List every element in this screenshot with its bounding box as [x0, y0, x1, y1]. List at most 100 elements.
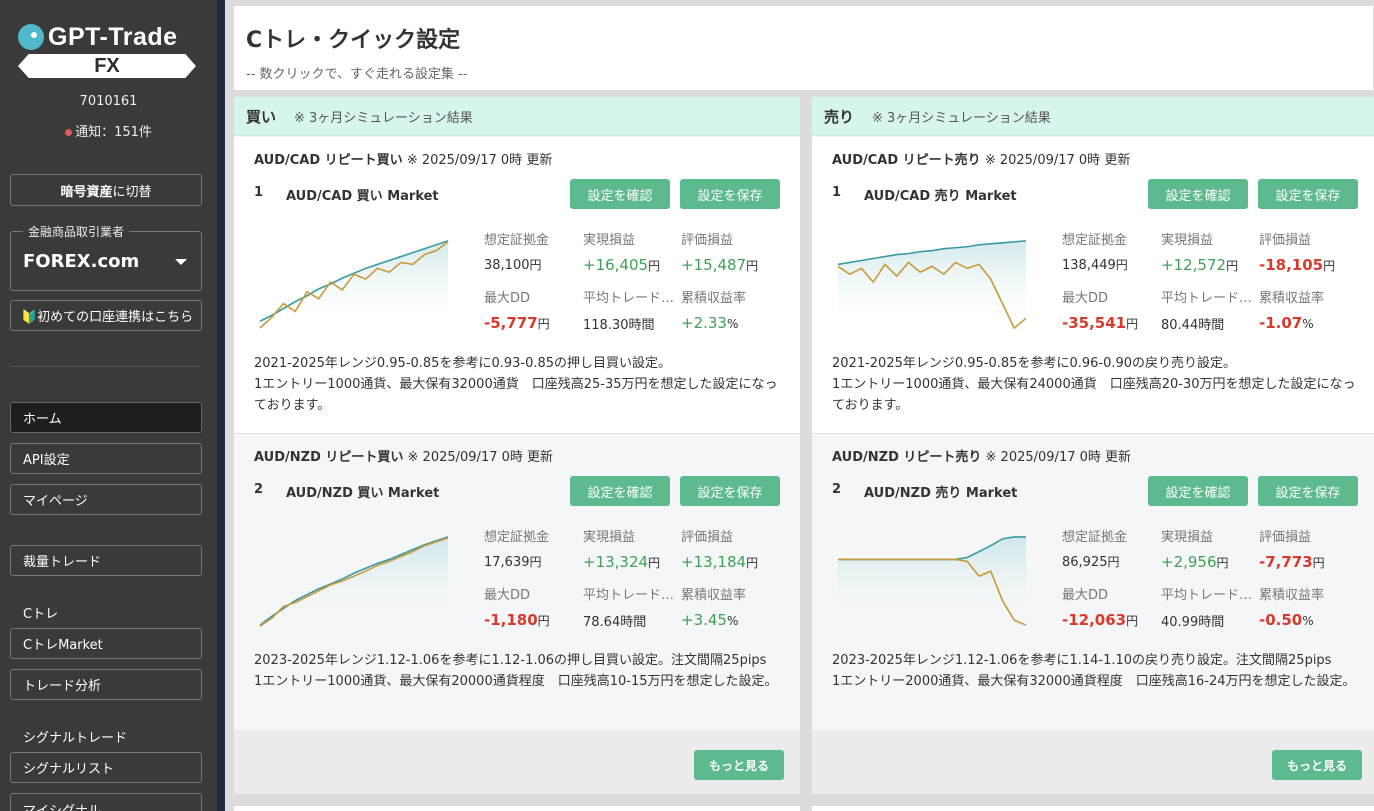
save-settings-button[interactable]: 設定を保存 — [1258, 476, 1358, 506]
stat-cum-label: 累積収益率 — [681, 291, 747, 306]
stat-cum-number: +3.45 — [681, 611, 727, 629]
sidebar-item-api-settings[interactable]: API設定 — [10, 443, 202, 474]
sidebar-item-my-signal[interactable]: マイシグナル — [10, 793, 202, 811]
stat-cum-unit: % — [726, 614, 739, 628]
stat-dd-number: -35,541 — [1062, 314, 1127, 332]
sidebar-divider — [10, 366, 200, 367]
more-button[interactable]: もっと見る — [694, 750, 784, 780]
equity-chart — [837, 240, 1027, 333]
sidebar-item-signal-list[interactable]: シグナルリスト — [10, 752, 202, 783]
stat-unrealized-unit: 円 — [746, 556, 759, 570]
stat-unrealized-label: 評価損益 — [1259, 233, 1312, 248]
updated-time: ※ 2025/09/17 0時 更新 — [406, 153, 553, 168]
stat-unrealized-value: -18,105円 — [1259, 256, 1353, 274]
column-note: ※ 3ヶ月シミュレーション結果 — [294, 110, 473, 126]
check-settings-button[interactable]: 設定を確認 — [570, 476, 670, 506]
stat-unrealized-value: +15,487円 — [681, 256, 775, 274]
stat-margin-number: 38,100 — [484, 258, 530, 273]
card-number: 2 — [832, 482, 842, 497]
sidebar-item-mypage[interactable]: マイページ — [10, 484, 202, 515]
equity-line-gold — [259, 241, 449, 329]
sidebar-heading-signal: シグナルトレード — [23, 731, 128, 746]
logo[interactable]: GPT-Trade FX — [18, 22, 196, 80]
stat-avg-value: 40.99時間 — [1161, 615, 1225, 630]
sidebar-item-ctre-market[interactable]: CトレMarket — [10, 628, 202, 659]
stat-avg-trade-time: 平均トレード時間 78.64時間 — [583, 584, 677, 630]
stat-cum-value: +3.45% — [681, 611, 775, 629]
stat-avg-label: 平均トレード時間 — [583, 588, 677, 603]
stat-dd-unit: 円 — [1126, 317, 1139, 331]
pair-title: AUD/CAD リピート買い — [254, 153, 403, 168]
stat-unrealized: 評価損益 -7,773円 — [1259, 526, 1353, 571]
stat-margin: 想定証拠金 38,100円 — [484, 229, 578, 273]
stat-realized-label: 実現損益 — [583, 233, 636, 248]
stat-realized-value: +2,956円 — [1161, 553, 1255, 571]
stat-max-dd: 最大DD -12,063円 — [1062, 584, 1156, 629]
card-description: 2023-2025年レンジ1.12-1.06を参考に1.14-1.10の戻り売り… — [832, 650, 1362, 692]
save-settings-button[interactable]: 設定を保存 — [680, 179, 780, 209]
stat-margin: 想定証拠金 17,639円 — [484, 526, 578, 570]
equity-area — [838, 536, 1026, 630]
more-area: もっと見る — [234, 730, 800, 794]
equity-chart — [838, 536, 1027, 630]
broker-select[interactable]: 金融商品取引業者 FOREX.com — [10, 223, 202, 291]
stat-realized-unit: 円 — [1226, 259, 1239, 273]
sidebar-item-trade-analysis[interactable]: トレード分析 — [10, 669, 202, 700]
stat-dd-value: -5,777円 — [484, 314, 578, 332]
notification-text: 通知：151件 — [75, 125, 152, 140]
card-name: AUD/CAD 買い Market — [286, 189, 439, 204]
stat-margin-number: 17,639 — [484, 555, 530, 570]
stat-dd-label: 最大DD — [1062, 588, 1109, 603]
pair-title: AUD/NZD リピート買い — [254, 450, 404, 465]
equity-chart — [259, 536, 449, 630]
stat-avg-trade-time: 平均トレード時間 80.44時間 — [1161, 287, 1255, 333]
stat-dd-unit: 円 — [537, 317, 550, 331]
stat-avg-label: 平均トレード時間 — [583, 291, 677, 306]
stat-margin-value: 138,449円 — [1062, 256, 1156, 273]
stat-unrealized-value: +13,184円 — [681, 553, 775, 571]
stat-unrealized-unit: 円 — [1323, 259, 1336, 273]
save-settings-button[interactable]: 設定を保存 — [680, 476, 780, 506]
first-account-link-button[interactable]: 🔰初めての口座連携はこちら — [10, 300, 202, 331]
card-number: 2 — [254, 482, 264, 497]
sidebar-item-discretionary-trade[interactable]: 裁量トレード — [10, 545, 202, 576]
pair-title: AUD/NZD リピート売り — [832, 450, 982, 465]
more-button[interactable]: もっと見る — [1272, 750, 1362, 780]
equity-area — [260, 536, 448, 630]
check-settings-button[interactable]: 設定を確認 — [1148, 179, 1248, 209]
broker-label: 金融商品取引業者 — [23, 223, 130, 240]
logo-ball-icon — [18, 24, 44, 50]
logo-text: GPT-Trade — [48, 22, 178, 51]
switch-crypto-button[interactable]: 暗号資産 に切替 — [10, 174, 202, 206]
check-settings-button[interactable]: 設定を確認 — [1148, 476, 1248, 506]
stat-realized-number: +13,324 — [583, 553, 649, 571]
stat-realized-unit: 円 — [1216, 556, 1229, 570]
next-card-strip — [233, 805, 801, 811]
stat-margin-unit: 円 — [1107, 555, 1120, 569]
card-header: AUD/NZD リピート買い ※ 2025/09/17 0時 更新 — [254, 446, 553, 465]
stat-realized-label: 実現損益 — [583, 530, 636, 545]
stat-dd-number: -12,063 — [1062, 611, 1127, 629]
desc-line-2: 1エントリー1000通貨、最大保有32000通貨 口座残高25-35万円を想定し… — [254, 377, 778, 413]
stat-dd-unit: 円 — [537, 614, 550, 628]
stat-dd-unit: 円 — [1126, 614, 1139, 628]
stat-cum-unit: % — [726, 317, 739, 331]
sidebar-edge — [217, 0, 225, 811]
stat-dd-number: -1,180 — [484, 611, 538, 629]
stat-unrealized-label: 評価損益 — [1259, 530, 1312, 545]
stat-cum-label: 累積収益率 — [681, 588, 747, 603]
stat-dd-number: -5,777 — [484, 314, 538, 332]
more-area: もっと見る — [812, 730, 1374, 794]
stat-unrealized-number: -18,105 — [1259, 256, 1324, 274]
check-settings-button[interactable]: 設定を確認 — [570, 179, 670, 209]
sidebar-item-home[interactable]: ホーム — [10, 402, 202, 433]
save-settings-button[interactable]: 設定を保存 — [1258, 179, 1358, 209]
stat-dd-label: 最大DD — [484, 291, 531, 306]
stat-dd-value: -12,063円 — [1062, 611, 1156, 629]
equity-chart — [259, 240, 449, 333]
stat-unrealized-number: +13,184 — [681, 553, 747, 571]
stat-realized-unit: 円 — [648, 259, 661, 273]
notification-count[interactable]: 通知：151件 — [0, 121, 217, 140]
desc-line-2: 1エントリー1000通貨、最大保有20000通貨程度 口座残高10-15万円を想… — [254, 674, 778, 689]
equity-line-gold — [837, 261, 1027, 330]
